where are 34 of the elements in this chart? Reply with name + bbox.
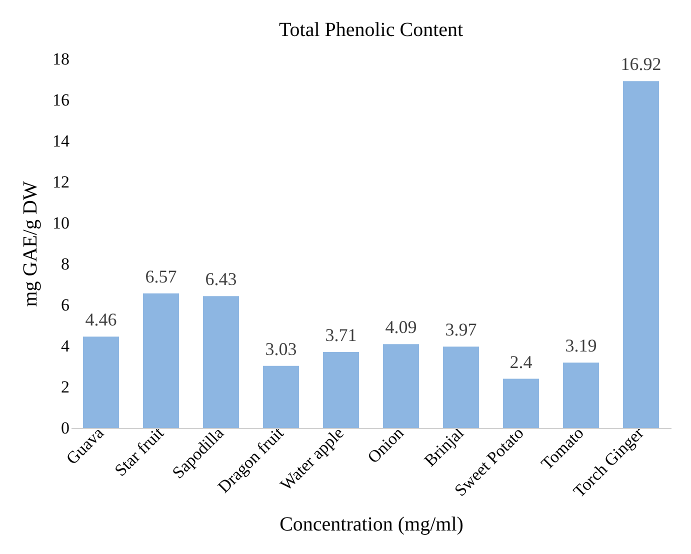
bar bbox=[323, 352, 359, 428]
bar bbox=[83, 336, 119, 428]
y-tick-label: 4 bbox=[61, 336, 70, 356]
bar bbox=[503, 378, 539, 428]
x-axis-title: Concentration (mg/ml) bbox=[280, 513, 464, 536]
data-label: 3.71 bbox=[325, 324, 357, 345]
data-label: 3.03 bbox=[265, 338, 297, 359]
data-label: 6.57 bbox=[145, 266, 177, 286]
bar bbox=[563, 362, 599, 428]
y-tick-label: 14 bbox=[52, 132, 70, 150]
y-tick-label: 10 bbox=[52, 214, 70, 232]
chart-title: Total Phenolic Content bbox=[278, 19, 464, 41]
bar bbox=[383, 344, 419, 428]
data-label: 2.4 bbox=[510, 352, 532, 372]
y-axis-title: mg GAE/g DW bbox=[20, 181, 42, 307]
bar bbox=[143, 293, 179, 428]
bar bbox=[263, 366, 299, 428]
data-label: 4.46 bbox=[85, 310, 117, 330]
y-tick-label: 2 bbox=[61, 378, 70, 396]
y-tick-label: 18 bbox=[52, 50, 70, 68]
y-tick-label: 8 bbox=[61, 254, 70, 274]
data-label: 16.92 bbox=[620, 54, 662, 74]
y-tick-label: 12 bbox=[52, 172, 70, 192]
data-label: 3.19 bbox=[565, 336, 597, 356]
bar bbox=[203, 296, 239, 428]
y-tick-label: 6 bbox=[61, 296, 70, 314]
x-tick-label: Star fruit bbox=[110, 423, 168, 480]
data-label: 6.43 bbox=[205, 269, 237, 290]
y-tick-label: 0 bbox=[61, 418, 70, 438]
bar bbox=[623, 81, 659, 428]
data-label: 4.09 bbox=[385, 317, 417, 338]
y-tick-label: 16 bbox=[52, 90, 70, 110]
bar bbox=[443, 346, 479, 428]
data-label: 3.97 bbox=[445, 320, 477, 340]
